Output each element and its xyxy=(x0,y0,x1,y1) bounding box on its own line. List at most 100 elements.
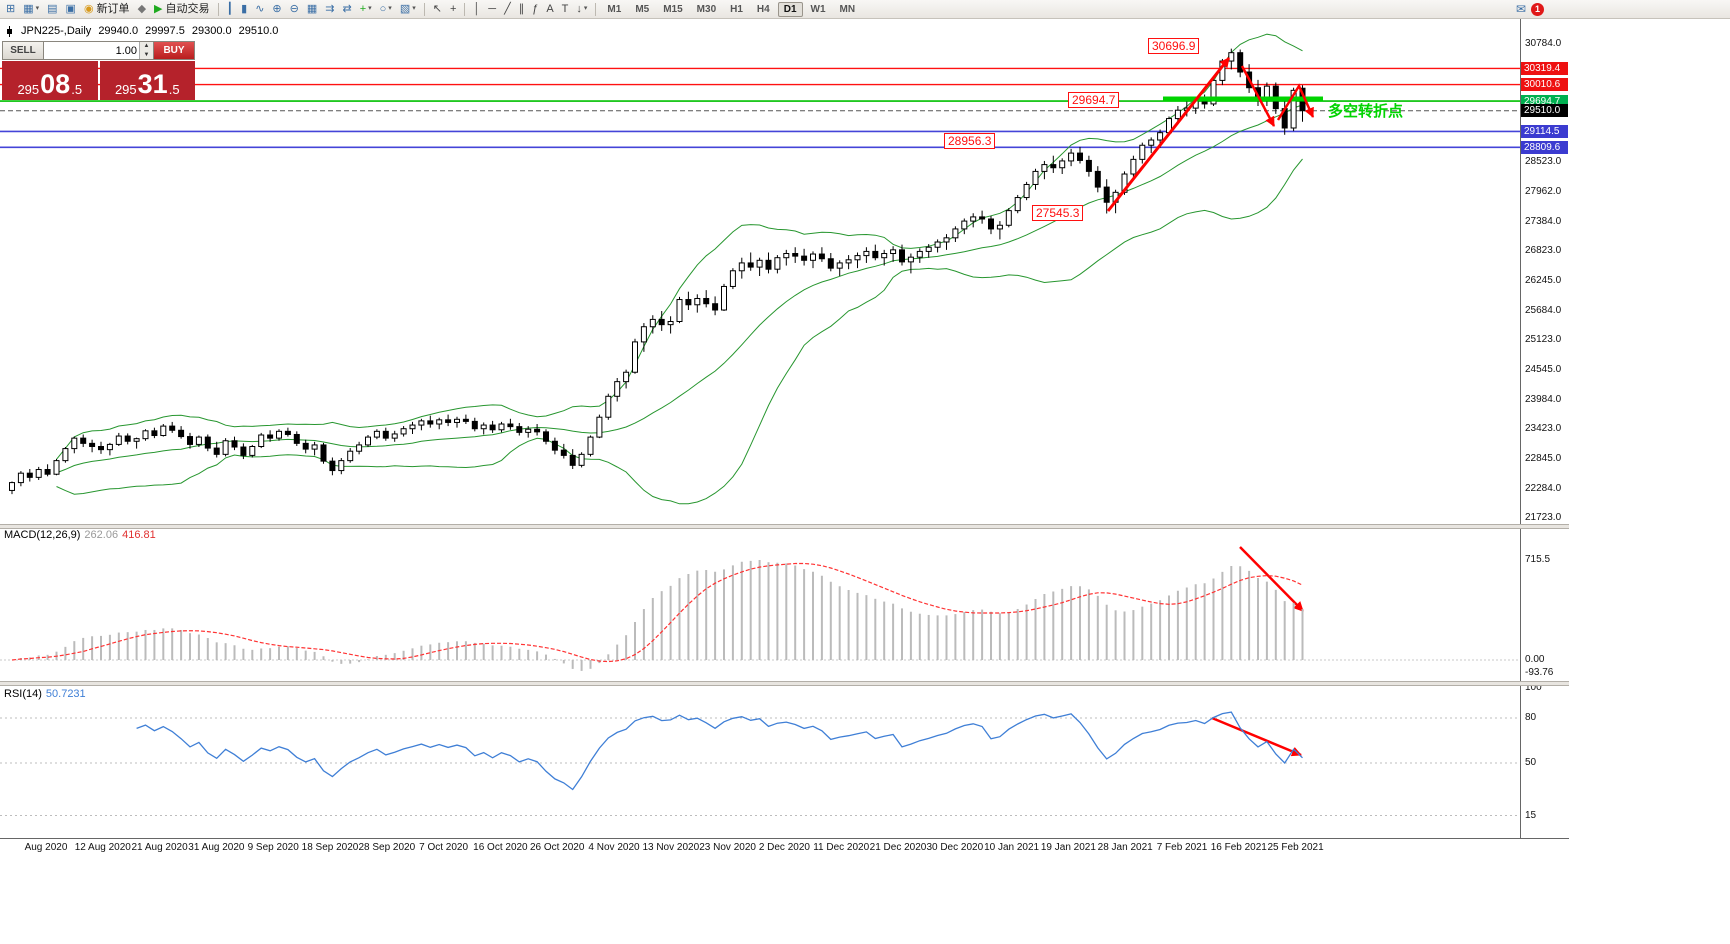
tile-windows-button[interactable]: ▦ xyxy=(304,1,320,17)
turning-point-label[interactable]: 多空转折点 xyxy=(1328,103,1404,120)
market-watch-button[interactable]: ▤ xyxy=(44,1,60,17)
uptrend-arrow[interactable] xyxy=(1106,57,1231,212)
date-axis-label: 16 Feb 2021 xyxy=(1210,842,1267,853)
downswing-arrow-2[interactable] xyxy=(1276,83,1315,121)
vertical-line-button[interactable]: │ xyxy=(470,1,483,17)
candle-bearish xyxy=(1246,71,1253,89)
buy-price-button[interactable]: 295 31.5 xyxy=(99,61,195,100)
buy-button[interactable]: BUY xyxy=(153,41,195,60)
price-callout[interactable]: 27545.3 xyxy=(1032,205,1084,221)
bar-chart-button[interactable]: ┃ xyxy=(224,1,237,17)
sell-button[interactable]: SELL xyxy=(2,41,44,60)
candle-bullish xyxy=(400,428,407,435)
price-callout[interactable]: 29694.7 xyxy=(1068,92,1120,108)
candle-bearish xyxy=(178,429,185,438)
candle-bullish xyxy=(1192,100,1199,109)
downswing-arrow-1[interactable] xyxy=(1240,65,1276,127)
fibonacci-button[interactable]: ƒ xyxy=(529,1,541,17)
periods-button[interactable]: ○ ▾ xyxy=(377,1,395,17)
candle-bearish xyxy=(1281,108,1288,129)
macd-down-arrow[interactable] xyxy=(1239,546,1304,612)
line-chart-button[interactable]: ∿ xyxy=(252,1,267,17)
candle-bullish xyxy=(1121,173,1128,193)
chart-header: JPN225-,Daily 29940.0 29997.5 29300.0 29… xyxy=(5,25,278,37)
timeframe-mn-button[interactable]: MN xyxy=(839,3,856,15)
timeframe-h4-button[interactable]: H4 xyxy=(756,3,770,15)
channel-button[interactable]: ∥ xyxy=(516,1,528,17)
date-axis-label: 13 Nov 2020 xyxy=(642,842,700,853)
toolbar-separator xyxy=(464,2,466,16)
volume-decrease-button[interactable]: ▼ xyxy=(140,50,153,59)
candle-bearish xyxy=(658,318,665,326)
channel-icon: ∥ xyxy=(518,3,525,15)
candle-bullish xyxy=(338,460,345,472)
autotrading-button-label: 自动交易 xyxy=(165,3,210,15)
caret-down-icon: ▾ xyxy=(368,5,372,12)
candle-bearish xyxy=(151,430,158,437)
candle-bearish xyxy=(872,250,879,259)
caret-down-icon: ▾ xyxy=(388,5,392,12)
rsi-down-arrow[interactable] xyxy=(1211,716,1302,757)
timeframe-m15-button[interactable]: M15 xyxy=(663,3,683,15)
window-splitter-rsi[interactable] xyxy=(0,681,1569,686)
cursor-button[interactable]: ↖ xyxy=(430,1,445,17)
timeframe-m5-button[interactable]: M5 xyxy=(635,3,650,15)
new-chart-button[interactable]: ⊞ xyxy=(3,1,18,17)
autotrading-button[interactable]: ▶ 自动交易 xyxy=(151,1,212,17)
volume-input[interactable] xyxy=(44,42,139,59)
text-label-button[interactable]: T xyxy=(559,1,572,17)
candle-bullish xyxy=(71,437,78,450)
new-order-icon: ◉ xyxy=(83,3,94,15)
timeframe-h1-button[interactable]: H1 xyxy=(730,3,743,15)
auto-scroll-button[interactable]: ⇉ xyxy=(322,1,337,17)
crosshair-button[interactable]: + xyxy=(447,1,459,17)
notification-badge[interactable]: 1 xyxy=(1531,2,1545,16)
volume-increase-button[interactable]: ▲ xyxy=(140,42,153,51)
sell-price-prefix: 295 xyxy=(17,82,40,97)
candle-bullish xyxy=(1005,210,1012,226)
date-axis-label: 11 Dec 2020 xyxy=(813,842,870,853)
toolbar-right: ✉ 1 xyxy=(1516,2,1545,16)
timeframe-m1-button[interactable]: M1 xyxy=(607,3,622,15)
templates-button[interactable]: ▧ ▾ xyxy=(397,1,419,17)
price-callout[interactable]: 28956.3 xyxy=(944,133,996,149)
zoom-in-button[interactable]: ⊕ xyxy=(269,1,284,17)
indicators-button[interactable]: + ▾ xyxy=(357,1,375,17)
zoom-out-button[interactable]: ⊖ xyxy=(287,1,302,17)
candlestick-chart-button[interactable]: ▮ xyxy=(238,1,250,17)
candle-bearish xyxy=(320,444,327,462)
zoom-out-icon: ⊖ xyxy=(289,3,299,15)
candle-bearish xyxy=(204,436,211,449)
price-axis-tick: 21723.0 xyxy=(1525,512,1562,523)
profiles-button[interactable]: ▦ ▾ xyxy=(20,1,42,17)
text-button[interactable]: A xyxy=(543,1,556,17)
toolbar-separator xyxy=(595,2,597,16)
timeframe-d1-button[interactable]: D1 xyxy=(777,1,803,17)
price-axis-tick: 25684.0 xyxy=(1525,304,1562,316)
candle-bullish xyxy=(9,482,15,491)
toolbar-separator xyxy=(423,2,425,16)
navigator-button[interactable]: ▣ xyxy=(63,1,79,17)
timeframe-w1-button[interactable]: W1 xyxy=(810,3,826,15)
timeframe-m30-button[interactable]: M30 xyxy=(696,3,717,15)
metaeditor-button[interactable]: ◆ xyxy=(135,1,149,17)
candle-bullish xyxy=(614,381,621,397)
arrows-button[interactable]: ↓ ▾ xyxy=(573,1,590,17)
candle-bearish xyxy=(329,460,336,472)
cursor-icon: ↖ xyxy=(432,3,442,15)
candle-bullish xyxy=(1139,144,1146,160)
candle-bearish xyxy=(685,299,692,306)
price-callout[interactable]: 30696.9 xyxy=(1148,38,1200,54)
mail-icon[interactable]: ✉ xyxy=(1516,2,1527,16)
window-splitter-macd[interactable] xyxy=(0,524,1569,529)
sell-price-button[interactable]: 295 08.5 xyxy=(2,61,98,100)
buy-price-big: 31 xyxy=(137,69,168,99)
new-order-button[interactable]: ◉ 新订单 xyxy=(81,1,133,17)
date-axis-label: 26 Oct 2020 xyxy=(529,842,585,853)
chart-shift-button[interactable]: ⇄ xyxy=(339,1,354,17)
candle-bullish xyxy=(35,469,42,478)
candle-bullish xyxy=(729,270,736,287)
candle-bearish xyxy=(1077,152,1083,161)
horizontal-line-button[interactable]: ─ xyxy=(485,1,499,17)
trendline-button[interactable]: ╱ xyxy=(501,1,514,17)
